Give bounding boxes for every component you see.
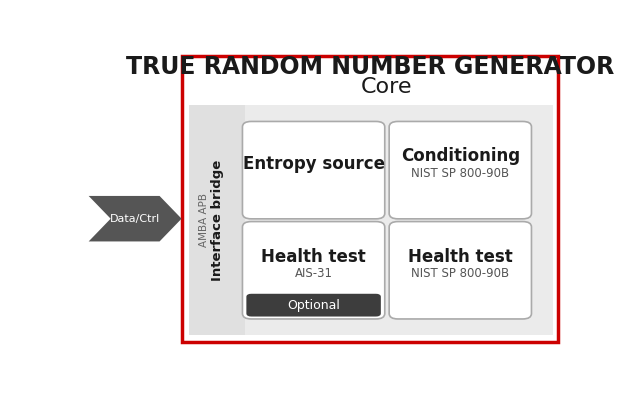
Text: Health test: Health test xyxy=(408,247,513,266)
Text: NIST SP 800-90B: NIST SP 800-90B xyxy=(411,167,509,180)
FancyBboxPatch shape xyxy=(389,121,531,219)
Text: Conditioning: Conditioning xyxy=(401,147,520,165)
FancyBboxPatch shape xyxy=(189,105,245,336)
Text: Core: Core xyxy=(361,77,413,97)
Text: Health test: Health test xyxy=(261,247,366,266)
Text: Interface bridge: Interface bridge xyxy=(211,160,224,281)
Polygon shape xyxy=(88,196,182,242)
Text: Entropy source: Entropy source xyxy=(242,155,385,173)
FancyBboxPatch shape xyxy=(189,105,553,336)
Text: TRUE RANDOM NUMBER GENERATOR: TRUE RANDOM NUMBER GENERATOR xyxy=(126,55,614,79)
Text: NIST SP 800-90B: NIST SP 800-90B xyxy=(411,267,509,280)
FancyBboxPatch shape xyxy=(182,56,558,342)
Text: Optional: Optional xyxy=(287,299,340,312)
FancyBboxPatch shape xyxy=(242,121,385,219)
FancyBboxPatch shape xyxy=(246,294,381,316)
Text: AMBA APB: AMBA APB xyxy=(199,193,209,247)
Text: AIS-31: AIS-31 xyxy=(295,267,333,280)
FancyBboxPatch shape xyxy=(389,221,531,319)
FancyBboxPatch shape xyxy=(242,221,385,319)
FancyBboxPatch shape xyxy=(245,105,553,336)
Text: Data/Ctrl: Data/Ctrl xyxy=(110,214,160,224)
